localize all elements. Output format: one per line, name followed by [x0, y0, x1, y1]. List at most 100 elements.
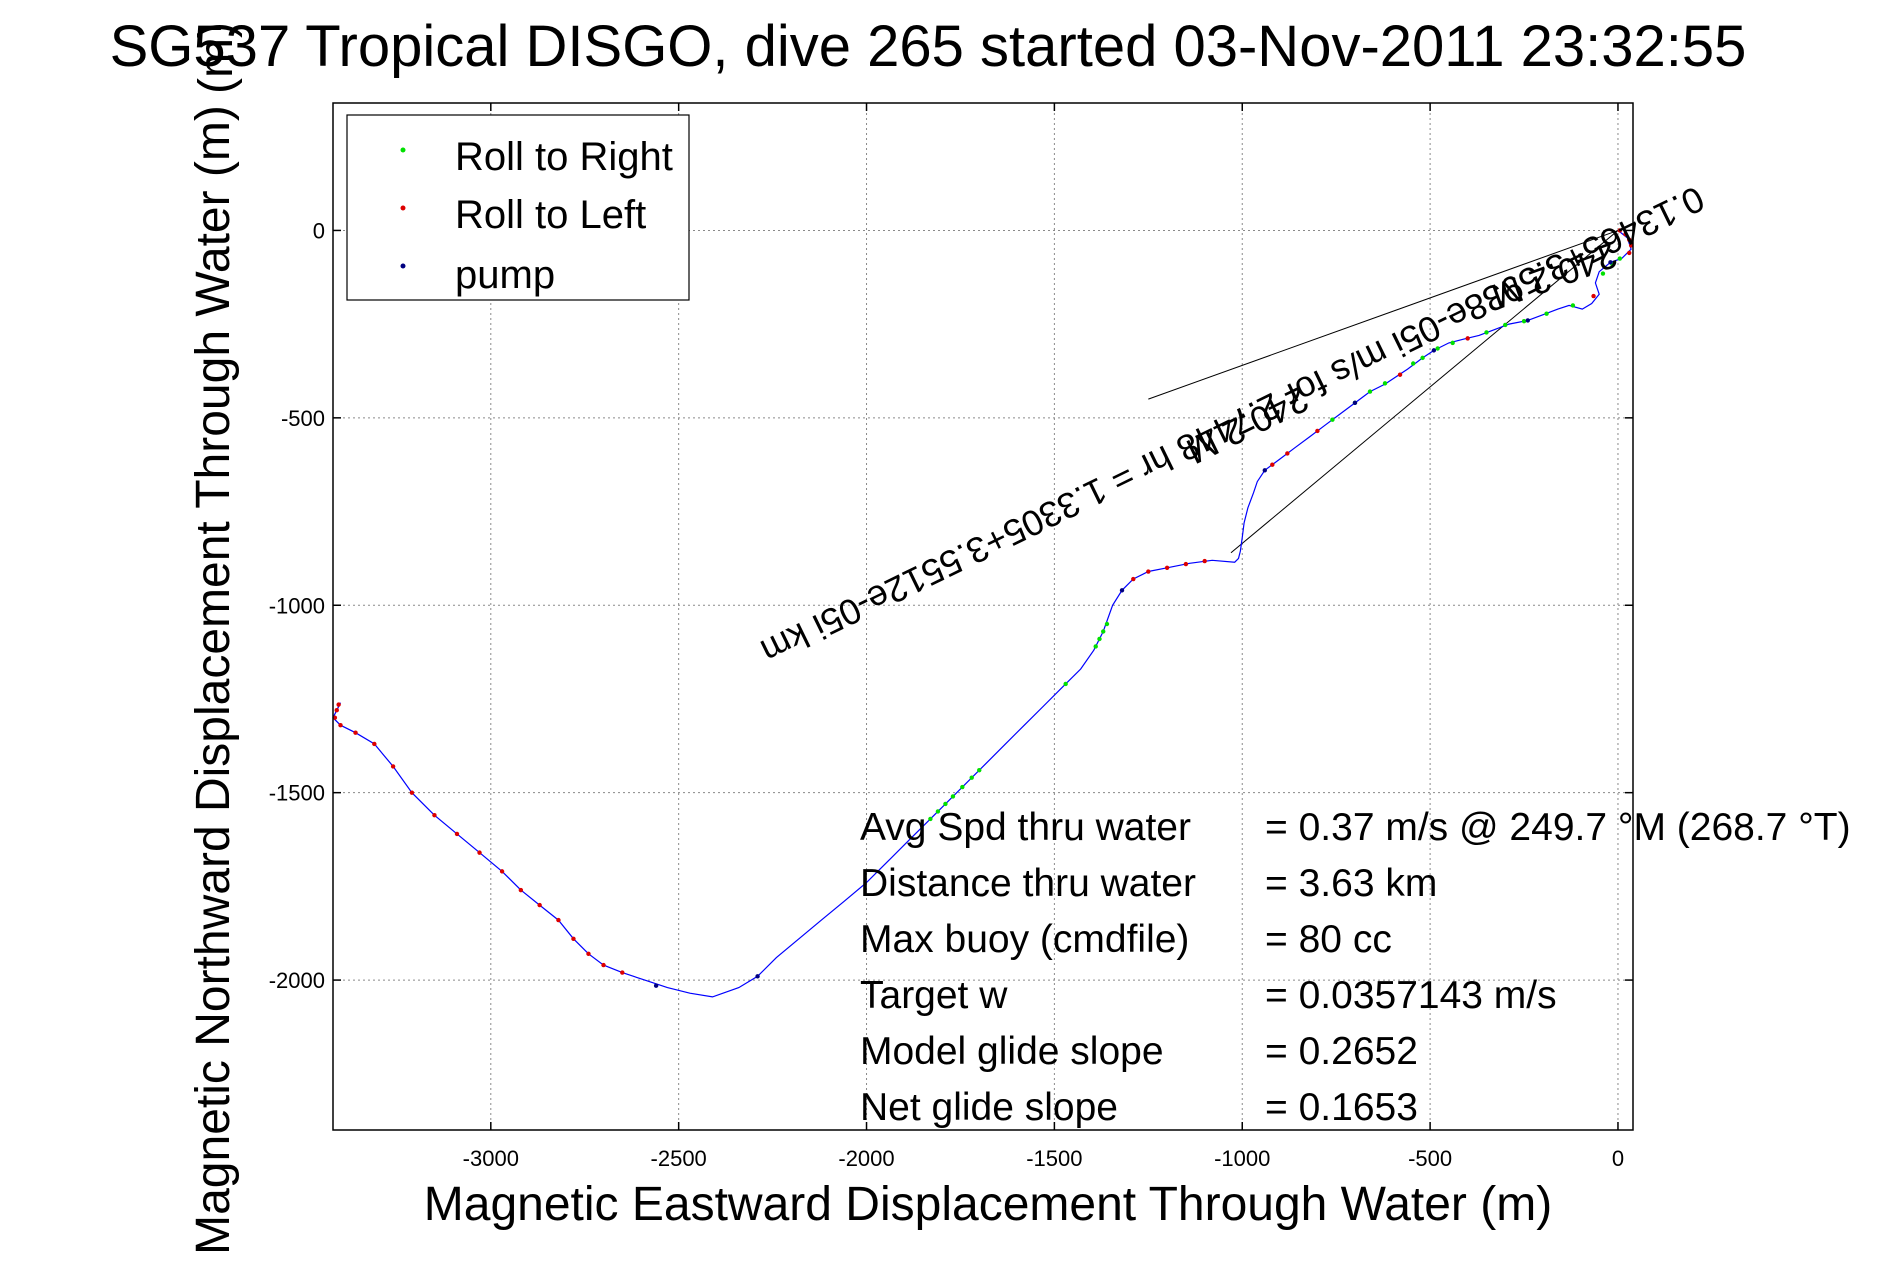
- roll-left-marker: [1131, 576, 1136, 582]
- pump-marker: [1119, 588, 1125, 593]
- roll-left-marker: [1202, 558, 1207, 564]
- legend-marker-roll-right: [400, 147, 406, 153]
- roll-right-marker: [1617, 256, 1623, 261]
- roll-right-marker: [1435, 346, 1440, 351]
- reference-lines: [1148, 229, 1619, 554]
- roll-right-marker: [1570, 303, 1576, 308]
- x-tick-label: -2000: [838, 1146, 894, 1171]
- stat-label: Max buoy (cmdfile): [860, 918, 1189, 961]
- roll-left-marker: [336, 702, 341, 707]
- roll-left-marker: [620, 970, 625, 975]
- roll-right-marker: [977, 767, 982, 773]
- x-tick-label: -3000: [463, 1146, 519, 1171]
- roll-left-marker: [372, 741, 377, 747]
- y-tick-label: -1000: [269, 593, 325, 618]
- reference-line: [1230, 230, 1619, 554]
- roll-left-marker: [1315, 428, 1320, 434]
- roll-left-marker: [518, 887, 524, 893]
- roll-right-marker: [1503, 322, 1508, 328]
- roll-left-marker: [1285, 451, 1290, 456]
- pump-marker: [1431, 348, 1437, 353]
- roll-left-marker: [1164, 565, 1170, 570]
- roll-right-marker: [1420, 355, 1425, 361]
- legend-label-roll-right: Roll to Right: [455, 135, 673, 179]
- stat-value: = 0.1653: [1265, 1086, 1418, 1129]
- chart-title: SG537 Tropical DISGO, dive 265 started 0…: [110, 14, 1747, 79]
- roll-right-marker: [1600, 271, 1606, 276]
- x-tick-label: -1000: [1214, 1146, 1270, 1171]
- legend-label-roll-left: Roll to Left: [455, 193, 646, 237]
- roll-left-marker: [499, 869, 505, 874]
- y-axis-label: Magnetic Northward Displacement Through …: [187, 105, 240, 1255]
- roll-left-marker: [586, 951, 591, 957]
- roll-left-marker: [332, 715, 338, 720]
- stat-value: = 0.37 m/s @ 249.7 °M (268.7 °T): [1265, 806, 1851, 849]
- roll-left-marker: [1270, 462, 1275, 467]
- roll-left-marker: [477, 850, 482, 855]
- roll-right-marker: [1063, 681, 1068, 687]
- pump-marker: [755, 974, 760, 979]
- stat-value: = 0.2652: [1265, 1030, 1418, 1073]
- pump-marker: [1525, 318, 1530, 323]
- x-tick-label: -1500: [1026, 1146, 1082, 1171]
- stat-value: = 80 cc: [1265, 918, 1392, 961]
- legend: Roll to Right Roll to Left pump: [346, 114, 690, 301]
- y-tick-label: -2000: [269, 968, 325, 993]
- roll-right-marker: [950, 794, 956, 799]
- roll-left-marker: [601, 962, 606, 968]
- roll-left-marker: [537, 902, 542, 908]
- roll-right-marker: [928, 816, 933, 822]
- roll-left-marker: [1146, 569, 1151, 574]
- roll-right-marker: [1382, 381, 1388, 386]
- roll-right-marker: [1097, 636, 1102, 642]
- roll-left-marker: [1397, 372, 1403, 377]
- legend-marker-pump: [400, 263, 406, 269]
- stat-label: Net glide slope: [860, 1086, 1118, 1129]
- pump-marker: [1352, 400, 1358, 406]
- roll-left-marker: [390, 764, 396, 769]
- roll-left-marker: [1183, 561, 1189, 567]
- x-tick-label: 0: [1612, 1146, 1624, 1171]
- x-tick-label: -2500: [651, 1146, 707, 1171]
- y-tick-label: -1500: [269, 781, 325, 806]
- title-overlay-glyph: (m): [190, 22, 243, 94]
- stat-label: Avg Spd thru water: [860, 806, 1191, 849]
- x-axis-label: Magnetic Eastward Displacement Through W…: [424, 1178, 1552, 1231]
- roll-left-marker: [1623, 231, 1628, 237]
- roll-right-marker: [1093, 644, 1098, 649]
- track-line: [332, 229, 1632, 998]
- dive-stats: Avg Spd thru water = 0.37 m/s @ 249.7 °M …: [860, 806, 1851, 1129]
- roll-right-marker: [1330, 417, 1335, 422]
- roll-right-marker: [969, 775, 974, 780]
- roll-right-marker: [935, 809, 941, 814]
- y-tick-label: 0: [313, 218, 325, 243]
- roll-right-marker: [1411, 361, 1416, 366]
- pump-marker: [1262, 468, 1267, 473]
- pump-marker: [653, 983, 659, 988]
- roll-right-marker: [1104, 621, 1110, 627]
- roll-right-marker: [1101, 629, 1106, 634]
- roll-left-marker: [1617, 228, 1623, 233]
- roll-left-marker: [571, 936, 576, 942]
- roll-left-marker: [1465, 336, 1470, 341]
- roll-markers: [332, 228, 1634, 988]
- roll-left-marker: [1628, 243, 1634, 248]
- stat-label: Model glide slope: [860, 1030, 1164, 1073]
- roll-left-marker: [454, 831, 460, 837]
- roll-right-marker: [1544, 311, 1549, 316]
- roll-right-marker: [960, 784, 965, 790]
- stat-value: = 0.0357143 m/s: [1265, 974, 1557, 1017]
- roll-left-marker: [556, 917, 561, 923]
- roll-right-marker: [1521, 318, 1527, 324]
- legend-marker-roll-left: [400, 205, 406, 211]
- roll-left-marker: [338, 722, 343, 728]
- stat-label: Distance thru water: [860, 862, 1196, 905]
- roll-left-marker: [432, 812, 437, 818]
- roll-right-marker: [1367, 389, 1373, 394]
- roll-right-marker: [1450, 340, 1455, 346]
- x-tick-label: -500: [1408, 1146, 1452, 1171]
- plot-frame: [332, 102, 1634, 1131]
- roll-left-marker: [1591, 293, 1596, 299]
- roll-left-marker: [334, 708, 339, 713]
- y-tick-label: -500: [281, 406, 325, 431]
